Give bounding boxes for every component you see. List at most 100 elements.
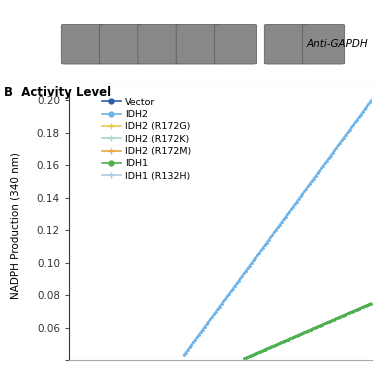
Point xyxy=(275,341,281,347)
Point xyxy=(282,337,288,344)
Point xyxy=(324,319,331,326)
FancyBboxPatch shape xyxy=(138,25,180,64)
Point xyxy=(267,234,273,241)
Point xyxy=(224,293,230,300)
Point xyxy=(327,318,333,324)
Point xyxy=(207,316,213,322)
Point xyxy=(331,147,337,154)
Point xyxy=(256,250,262,256)
Point xyxy=(260,347,267,353)
Point xyxy=(306,327,313,333)
Point xyxy=(263,346,269,352)
Point xyxy=(318,165,324,171)
Point xyxy=(271,229,277,235)
Point xyxy=(249,352,255,358)
Point xyxy=(277,221,283,228)
Point xyxy=(366,301,372,307)
Point xyxy=(276,340,282,347)
Point xyxy=(183,350,189,356)
Point xyxy=(257,349,263,355)
Point xyxy=(307,181,313,187)
Point xyxy=(356,306,362,312)
Point xyxy=(354,116,360,123)
Point xyxy=(254,252,260,259)
Point xyxy=(185,347,191,353)
Point xyxy=(326,155,332,161)
Point xyxy=(334,315,340,321)
Point xyxy=(252,351,258,357)
Point xyxy=(269,343,275,349)
Point xyxy=(181,352,187,358)
Point xyxy=(345,129,351,136)
Point xyxy=(217,303,223,309)
Point xyxy=(350,122,356,128)
Point xyxy=(352,307,358,313)
Point xyxy=(364,302,370,308)
Point xyxy=(303,186,309,192)
Point xyxy=(326,319,332,325)
Point xyxy=(228,288,234,294)
Point xyxy=(194,334,200,340)
Point xyxy=(324,157,330,164)
Point xyxy=(196,332,202,338)
Point xyxy=(273,342,279,348)
Point xyxy=(329,150,336,156)
Point xyxy=(203,321,210,327)
Point xyxy=(323,320,329,326)
Point xyxy=(284,211,290,218)
Point xyxy=(338,313,344,319)
Point xyxy=(264,345,270,352)
Point xyxy=(198,329,204,335)
Point xyxy=(362,106,368,113)
Point xyxy=(220,298,226,304)
Point xyxy=(245,265,251,271)
Point xyxy=(281,216,287,223)
Point xyxy=(279,219,285,225)
Point xyxy=(258,348,264,354)
Point xyxy=(296,332,302,338)
Point xyxy=(239,273,246,279)
Point xyxy=(205,319,211,325)
Point xyxy=(269,232,275,238)
Point xyxy=(332,316,338,322)
Point xyxy=(313,173,319,179)
Point xyxy=(347,309,354,316)
Point xyxy=(245,354,251,360)
FancyBboxPatch shape xyxy=(214,25,257,64)
Point xyxy=(280,339,286,345)
Point xyxy=(362,303,368,309)
Point xyxy=(314,324,320,330)
Point xyxy=(343,132,349,138)
Point xyxy=(344,311,350,317)
Point xyxy=(283,337,290,343)
Point xyxy=(311,175,317,182)
Point xyxy=(260,245,266,251)
Point xyxy=(250,352,257,358)
Point xyxy=(286,209,292,215)
Point xyxy=(341,312,347,318)
Point xyxy=(333,145,339,151)
Point xyxy=(356,114,362,120)
Point xyxy=(298,193,304,200)
Point xyxy=(232,283,238,289)
Point xyxy=(351,308,357,314)
Point xyxy=(339,137,345,143)
Point xyxy=(244,354,250,360)
Point xyxy=(345,311,351,317)
Point xyxy=(316,168,322,174)
Point xyxy=(259,347,265,354)
Point xyxy=(329,317,336,323)
Point xyxy=(258,247,264,253)
Point xyxy=(309,326,315,332)
Point xyxy=(247,353,253,359)
Point xyxy=(271,342,277,349)
Point xyxy=(365,101,372,107)
Point xyxy=(264,239,270,246)
Point xyxy=(294,198,300,205)
Point xyxy=(335,142,341,148)
Point xyxy=(300,330,306,336)
Point xyxy=(211,311,217,317)
Point xyxy=(267,344,273,350)
Point xyxy=(294,332,300,339)
Point xyxy=(304,328,310,334)
